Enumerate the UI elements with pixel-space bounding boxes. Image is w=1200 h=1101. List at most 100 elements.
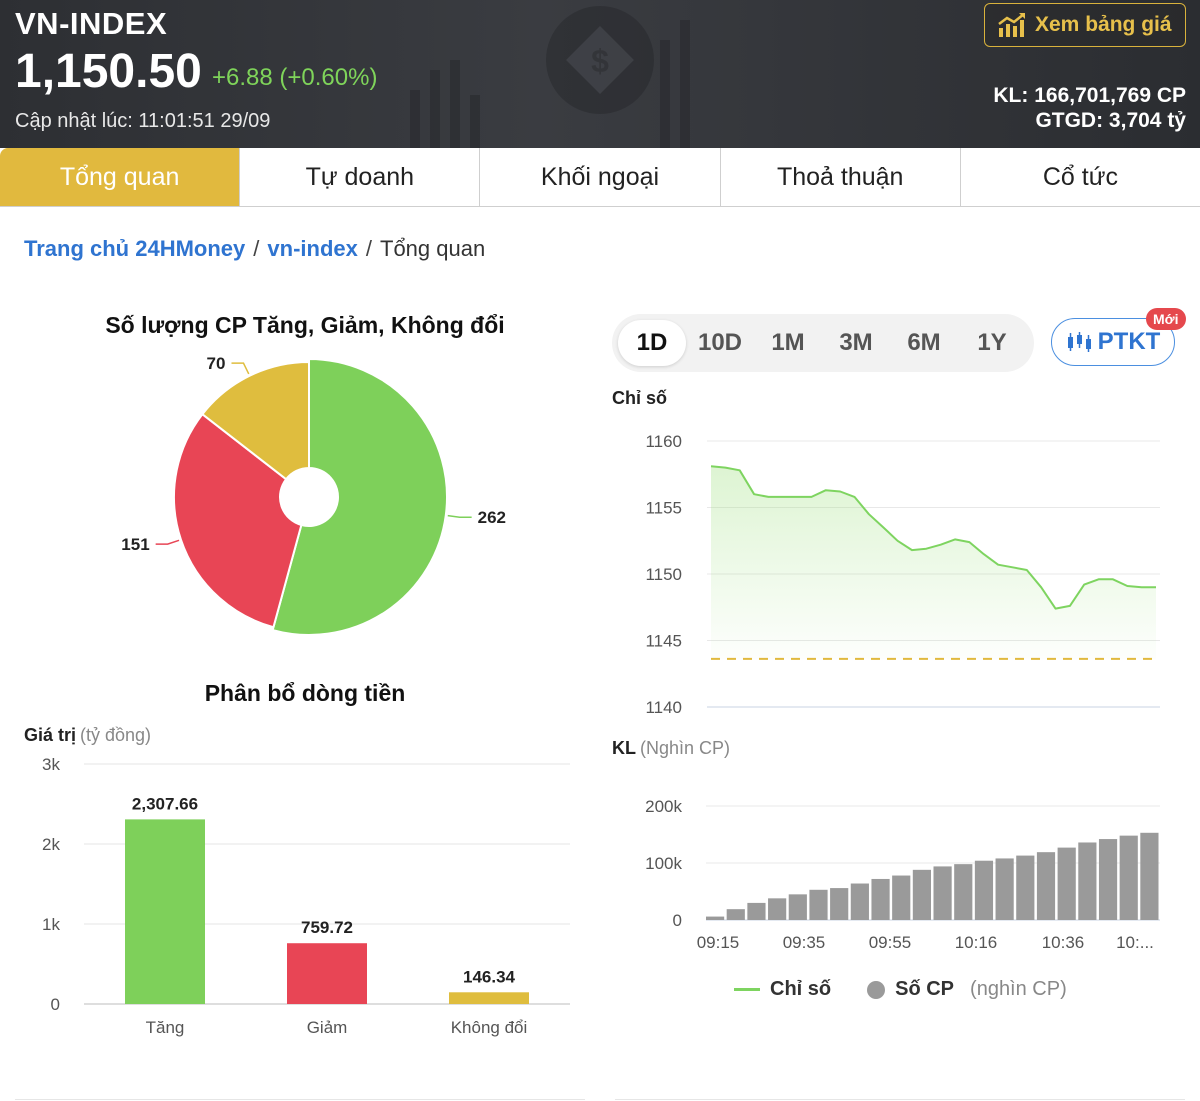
pie-value-label: 262	[478, 508, 506, 527]
legend-index-label: Chỉ số	[770, 978, 832, 1000]
pie-label-leader	[447, 514, 472, 518]
period-selector: 1D 10D 1M 3M 6M 1Y	[612, 314, 1034, 372]
tab-bar: Tổng quan Tự doanh Khối ngoại Thoả thuận…	[0, 148, 1200, 207]
bar-x-tick-label: Tăng	[146, 1018, 185, 1037]
volume-bar	[768, 898, 787, 920]
line-y-tick-label: 1140	[645, 698, 682, 717]
legend-volume-unit: (nghìn CP)	[970, 978, 1067, 1000]
volume-bar	[1016, 855, 1035, 920]
volume-bar	[850, 883, 869, 920]
volume-bar	[1078, 842, 1097, 920]
volume-bar	[1140, 832, 1159, 920]
bar-y-tick-label: 1k	[42, 915, 60, 934]
tab-overview[interactable]: Tổng quan	[0, 148, 241, 206]
volume-bar	[788, 894, 807, 920]
volume-x-tick-label: 09:15	[697, 933, 740, 952]
price-board-button[interactable]: Xem bảng giá	[984, 3, 1186, 47]
volume-axis-label: KL	[612, 738, 636, 758]
period-6m[interactable]: 6M	[907, 329, 941, 356]
index-header: $ VN-INDEX 1,150.50 +6.88 (+0.60%) Cập n…	[0, 0, 1200, 150]
money-flow-bar-chart: 0 1k 2k 3k 2,307.66 Tăng 759.72 Giảm 146.34 Không…	[42, 755, 570, 1037]
legend-dot-swatch	[867, 980, 886, 999]
index-name: VN-INDEX	[15, 6, 168, 41]
pie-chart: 262 151 70	[121, 354, 506, 636]
technical-analysis-label: PTKT	[1097, 328, 1161, 355]
bar-y-tick-label: 2k	[42, 835, 60, 854]
volume-axis-title: KL (Nghìn CP)	[612, 738, 730, 759]
pie-label-leader	[155, 539, 180, 545]
bar-x-tick-label: Giảm	[307, 1018, 348, 1037]
volume-x-tick-label: 10:...	[1116, 933, 1154, 952]
breadcrumb-index-link[interactable]: vn-index	[267, 236, 358, 261]
volume-bar	[1036, 852, 1056, 920]
divider	[615, 1099, 1185, 1100]
svg-text:$: $	[591, 43, 609, 79]
tab-proprietary[interactable]: Tự doanh	[240, 148, 481, 206]
tab-negotiated[interactable]: Thoả thuận	[720, 148, 961, 206]
line-area	[711, 466, 1156, 659]
legend-index[interactable]: Chỉ số	[734, 978, 831, 1001]
chart-legend: Chỉ số Số CP (nghìn CP)	[734, 978, 1093, 1001]
volume-axis-unit: (Nghìn CP)	[640, 738, 731, 758]
pie-chart-title: Số lượng CP Tăng, Giảm, Không đổi	[105, 312, 505, 338]
line-axis-title: Chỉ số	[612, 388, 668, 408]
bar	[287, 943, 367, 1004]
volume-x-tick-label: 10:36	[1042, 933, 1085, 952]
index-series-line	[710, 465, 1156, 610]
index-change: +6.88 (+0.60%)	[212, 64, 378, 91]
period-1d[interactable]: 1D	[618, 320, 686, 366]
line-y-tick-label: 1150	[645, 565, 682, 584]
breadcrumb-home-link[interactable]: Trang chủ 24HMoney	[24, 236, 246, 261]
volume-bar	[1057, 847, 1076, 920]
bar-y-tick-label: 3k	[42, 755, 60, 774]
trend-chart-icon	[998, 13, 1025, 37]
pie-value-label: 70	[207, 354, 226, 373]
volume-bar	[871, 878, 890, 920]
pie-slice	[200, 360, 310, 481]
candlestick-icon	[1067, 332, 1091, 352]
legend-volume-label: Số CP	[895, 978, 955, 1000]
value-total: GTGD: 3,704 tỷ	[1035, 109, 1186, 132]
line-y-tick-label: 1160	[645, 432, 682, 451]
volume-bar	[726, 909, 745, 920]
volume-y-tick-label: 100k	[645, 854, 682, 873]
bar-axis-label: Giá trị	[24, 725, 77, 745]
volume-total: KL: 166,701,769 CP	[993, 84, 1186, 107]
pie-value-label: 151	[121, 535, 149, 554]
bar-x-tick-label: Không đổi	[451, 1018, 528, 1037]
period-1y[interactable]: 1Y	[977, 329, 1007, 356]
breadcrumb-current: Tổng quan	[380, 236, 486, 261]
volume-bar	[912, 869, 931, 920]
volume-bar	[954, 864, 973, 920]
volume-x-tick-label: 10:16	[955, 933, 998, 952]
volume-x-tick-label: 09:35	[783, 933, 826, 952]
volume-bar	[747, 902, 766, 920]
volume-x-tick-label: 09:55	[869, 933, 912, 952]
volume-bar	[809, 889, 828, 920]
bar-value-label: 759.72	[301, 918, 353, 937]
line-y-tick-label: 1155	[645, 499, 682, 518]
breadcrumb: Trang chủ 24HMoney / vn-index / Tổng qua…	[24, 236, 485, 262]
bar-value-label: 146.34	[463, 967, 516, 986]
divider	[15, 1099, 585, 1100]
volume-bar	[892, 875, 911, 920]
volume-bar	[1098, 839, 1118, 920]
period-3m[interactable]: 3M	[839, 329, 873, 356]
period-10d[interactable]: 10D	[697, 329, 743, 356]
pie-slice	[271, 357, 448, 636]
tab-foreign[interactable]: Khối ngoại	[480, 148, 721, 206]
volume-bar	[706, 916, 725, 920]
tab-dividend[interactable]: Cổ tức	[960, 148, 1200, 206]
breadcrumb-separator: /	[365, 236, 372, 261]
technical-analysis-button[interactable]: PTKT	[1051, 318, 1175, 366]
price-board-label: Xem bảng giá	[1035, 13, 1172, 36]
volume-bar	[830, 888, 849, 920]
volume-bar	[1119, 835, 1138, 920]
new-badge: Mới	[1146, 308, 1186, 330]
bar-y-tick-label: 0	[51, 995, 60, 1014]
bar-value-label: 2,307.66	[132, 794, 198, 813]
bar-axis-title: Giá trị (tỷ đồng)	[24, 725, 151, 746]
legend-volume[interactable]: Số CP (nghìn CP)	[867, 978, 1067, 1001]
index-line-chart: 1140 1145 1150 1155 1160	[645, 432, 1160, 717]
period-1m[interactable]: 1M	[771, 329, 805, 356]
